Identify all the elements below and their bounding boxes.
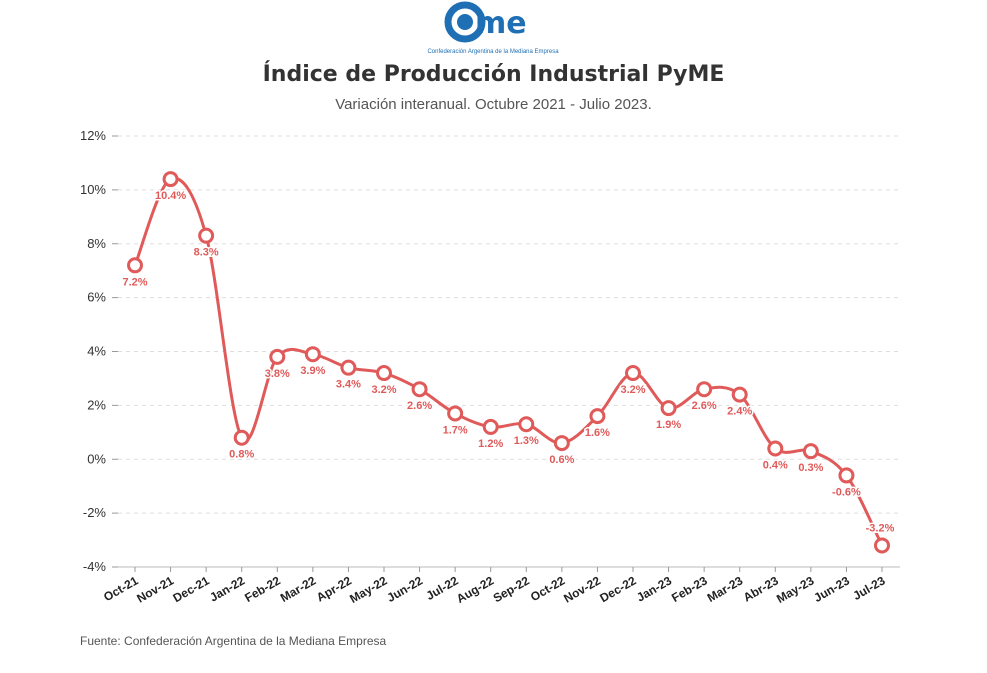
data-label: 7.2% <box>122 276 147 288</box>
came-logo-graphic: me Confederación Argentina de la Mediana… <box>427 1 559 55</box>
data-label: 2.6% <box>692 400 717 412</box>
x-tick-label: Apr-22 <box>314 573 354 604</box>
logo-core-icon <box>457 14 473 30</box>
data-label: 1.6% <box>585 427 610 439</box>
y-axis: -4% -2% 0% 2% 4% 6% 8% 10% 12% <box>80 128 118 574</box>
data-label: 3.9% <box>300 365 325 377</box>
chart-subtitle: Variación interanual. Octubre 2021 - Jul… <box>335 96 652 113</box>
data-label: 8.3% <box>194 247 219 259</box>
y-tick-label: 10% <box>80 182 106 197</box>
data-label: 1.9% <box>656 419 681 431</box>
x-tick-label: Oct-21 <box>101 573 141 604</box>
data-points <box>127 171 890 554</box>
y-tick-label: 12% <box>80 128 106 143</box>
data-point <box>162 171 179 188</box>
x-tick-label: Mar-23 <box>705 573 746 605</box>
data-label: 3.4% <box>336 379 361 391</box>
source-note: Fuente: Confederación Argentina de la Me… <box>80 634 387 648</box>
data-point <box>376 365 392 382</box>
x-tick-label: Feb-23 <box>669 573 710 605</box>
data-point <box>447 405 464 422</box>
data-label: 1.7% <box>443 424 468 436</box>
data-point <box>198 227 215 244</box>
data-point <box>589 408 606 425</box>
x-tick-label: Aug-22 <box>454 573 497 606</box>
data-point <box>767 440 784 457</box>
x-tick-label: May-23 <box>774 573 817 606</box>
logo-wordmark: me <box>475 6 527 41</box>
y-tick-label: 6% <box>87 290 106 305</box>
data-labels: 7.2% 10.4% 8.3% 0.8% 3.8% 3.9% 3.4% 3.2% 2.6% 1.7… <box>121 189 896 536</box>
x-tick-label: Jun-22 <box>385 573 426 605</box>
x-tick-label: Jul-23 <box>850 573 887 603</box>
data-label: 3.2% <box>371 384 396 396</box>
x-tick-label: Nov-21 <box>134 573 176 605</box>
logo-ring-icon <box>444 1 486 43</box>
data-label: 0.3% <box>798 462 823 474</box>
y-tick-label: -2% <box>83 505 107 520</box>
data-point <box>304 346 321 363</box>
y-tick-label: -4% <box>83 559 107 574</box>
data-point <box>660 400 677 417</box>
data-label: 1.2% <box>478 438 503 450</box>
x-tick-label: Jan-22 <box>207 573 247 604</box>
data-label: 3.8% <box>265 368 290 380</box>
x-tick-label: Dec-21 <box>171 573 212 605</box>
data-point <box>838 467 855 484</box>
data-point <box>482 418 499 435</box>
logo-tagline: Confederación Argentina de la Mediana Em… <box>427 49 559 55</box>
y-tick-label: 2% <box>87 397 106 412</box>
data-point <box>411 381 428 398</box>
x-tick-label: Dec-22 <box>597 573 638 605</box>
data-point <box>127 257 143 274</box>
data-label: 1.3% <box>514 435 539 447</box>
data-point <box>802 443 819 460</box>
gridlines <box>118 135 900 568</box>
data-label: 10.4% <box>155 190 186 202</box>
data-label: -3.2% <box>866 522 895 534</box>
data-label: 0.8% <box>229 449 254 461</box>
data-label: 2.4% <box>727 406 752 418</box>
x-tick-label: Jun-23 <box>811 573 852 605</box>
data-point <box>269 348 286 365</box>
data-point <box>731 386 748 403</box>
data-point <box>233 429 250 446</box>
x-axis: Oct-21Nov-21Dec-21Jan-22Feb-22Mar-22Apr-… <box>101 566 900 606</box>
x-tick-label: Oct-22 <box>528 573 568 604</box>
data-label: -0.6% <box>832 486 861 498</box>
data-point <box>696 381 713 398</box>
x-tick-label: Sep-22 <box>491 573 532 605</box>
data-label: 0.6% <box>549 454 574 466</box>
x-tick-label: Jan-23 <box>634 573 674 604</box>
came-logo: me Confederación Argentina de la Mediana… <box>423 0 563 60</box>
chart-title: Índice de Producción Industrial PyME <box>262 62 725 87</box>
data-point <box>553 435 570 452</box>
series-line <box>133 176 884 547</box>
x-tick-label: Mar-22 <box>278 573 319 605</box>
data-label: 2.6% <box>407 400 432 412</box>
y-tick-label: 8% <box>87 236 106 251</box>
y-tick-label: 4% <box>87 344 106 359</box>
x-tick-label: Jul-22 <box>424 573 461 603</box>
x-tick-label: Abr-23 <box>741 573 781 604</box>
x-tick-label: Nov-22 <box>561 573 603 605</box>
x-tick-label: Feb-22 <box>242 573 283 605</box>
y-tick-label: 0% <box>87 451 106 466</box>
x-tick-label: May-22 <box>347 573 390 606</box>
data-point <box>625 365 641 382</box>
data-point <box>340 359 357 376</box>
data-label: 3.2% <box>620 384 645 396</box>
data-point <box>874 537 890 554</box>
data-label: 0.4% <box>763 459 788 471</box>
data-point <box>518 416 535 433</box>
